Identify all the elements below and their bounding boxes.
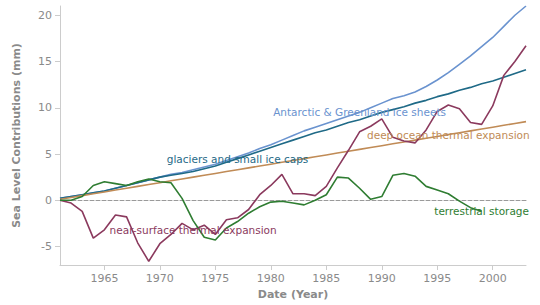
svg-text:near-surface thermal expansion: near-surface thermal expansion <box>110 224 277 236</box>
svg-text:Sea Level Contributions (mm): Sea Level Contributions (mm) <box>10 43 23 228</box>
svg-text:20: 20 <box>38 9 52 22</box>
svg-text:Date (Year): Date (Year) <box>258 288 328 301</box>
svg-text:0: 0 <box>45 194 52 207</box>
svg-text:Antarctic & Greenland ice shee: Antarctic & Greenland ice sheets <box>273 106 446 118</box>
svg-text:1975: 1975 <box>201 272 229 285</box>
svg-text:1985: 1985 <box>312 272 340 285</box>
svg-text:10: 10 <box>38 101 52 114</box>
svg-text:5: 5 <box>45 148 52 161</box>
svg-text:1995: 1995 <box>423 272 451 285</box>
svg-text:deep ocean thermal expansion: deep ocean thermal expansion <box>367 129 530 141</box>
svg-text:15: 15 <box>38 55 52 68</box>
svg-text:1965: 1965 <box>90 272 118 285</box>
svg-text:-5: -5 <box>41 240 52 253</box>
svg-text:1980: 1980 <box>257 272 285 285</box>
svg-text:1970: 1970 <box>146 272 174 285</box>
svg-text:2000: 2000 <box>479 272 507 285</box>
svg-text:1990: 1990 <box>368 272 396 285</box>
svg-text:terrestrial storage: terrestrial storage <box>434 205 529 217</box>
svg-text:glaciers and small ice caps: glaciers and small ice caps <box>167 153 309 165</box>
